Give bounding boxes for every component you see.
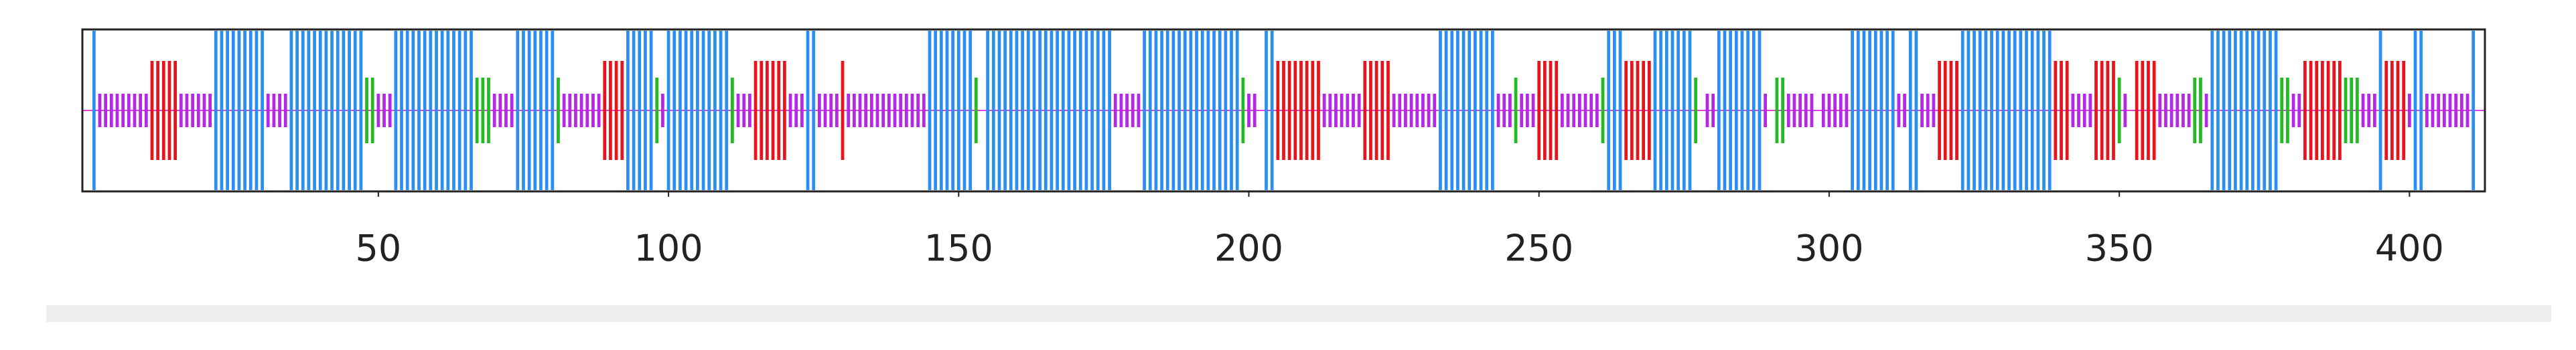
x-tick-label: 400 [2375,228,2444,270]
residue-segment [2210,31,2278,190]
residue-segment [2071,94,2092,127]
residue-segment [1265,31,1274,190]
residue-segment [2054,61,2069,160]
residue-segment [1705,94,1715,127]
x-tick-label: 100 [634,228,703,270]
x-tick-label: 300 [1794,228,1863,270]
residue-segment [2135,61,2156,160]
residue-segment [986,31,1111,190]
residue-segment [2193,78,2202,143]
residue-segment [1496,94,1512,127]
residue-segment [1607,31,1622,190]
residue-segment [562,94,601,127]
x-tick-label: 150 [924,228,993,270]
residue-segment [1561,94,1599,127]
residue-segment [98,94,148,127]
residue-segment [1520,94,1535,127]
residue-segment [376,94,392,127]
residue-segment [736,94,752,127]
residue-segment [1537,61,1559,160]
residue-segment [516,31,555,190]
residue-segment [1247,94,1257,127]
residue-segment [289,31,363,190]
residue-segment [817,94,839,127]
residue-segment [1775,78,1785,143]
residue-segment [2413,31,2423,190]
residue-segment [1276,61,1320,160]
residue-segment [754,61,786,160]
residue-segment [1897,94,1906,127]
residue-segment [1392,94,1437,127]
x-tick-label: 50 [356,228,402,270]
residue-segment [1653,31,1692,190]
residue-segment [214,31,264,190]
x-tick-label: 200 [1214,228,1283,270]
residue-segment [2280,78,2289,143]
residue-segment [2303,61,2342,160]
residue-segment [666,31,729,190]
residue-segment [788,94,804,127]
residue-segment [1113,94,1141,127]
residue-segment [179,94,212,127]
residue-segment [2344,78,2359,143]
residue-segment [1851,31,1895,190]
residue-segment [1960,31,2052,190]
residue-segment [2291,94,2301,127]
residue-segment [150,61,177,160]
residue-segment [266,94,287,127]
residue-segment [1717,31,1762,190]
residue-segment [1920,94,1936,127]
residue-segment [2361,94,2376,127]
residue-segment [1439,31,1494,190]
x-tick-label: 350 [2085,228,2154,270]
residue-segment [806,31,816,190]
residue-segment [1322,94,1361,127]
footer-bar [46,305,2551,322]
residue-segment [1363,61,1390,160]
x-tick-label: 250 [1504,228,1573,270]
residue-segment [2384,61,2406,160]
residue-segment [2158,94,2191,127]
plot-frame [81,28,2486,193]
residue-segment [475,78,490,143]
residue-segment [394,31,473,190]
residue-segment [626,31,653,190]
residue-segment [603,61,624,160]
residue-segment [1821,94,1849,127]
residue-segment [1786,94,1814,127]
residue-segment [847,94,926,127]
residue-segment [1938,61,1958,160]
residue-segment [1624,61,1651,160]
residue-segment [1908,31,1918,190]
residue-segment [928,31,973,190]
residue-segment [492,94,514,127]
residue-segment [2425,94,2470,127]
residue-segment [2094,61,2115,160]
residue-segment [365,78,374,143]
residue-segment [1143,31,1239,190]
